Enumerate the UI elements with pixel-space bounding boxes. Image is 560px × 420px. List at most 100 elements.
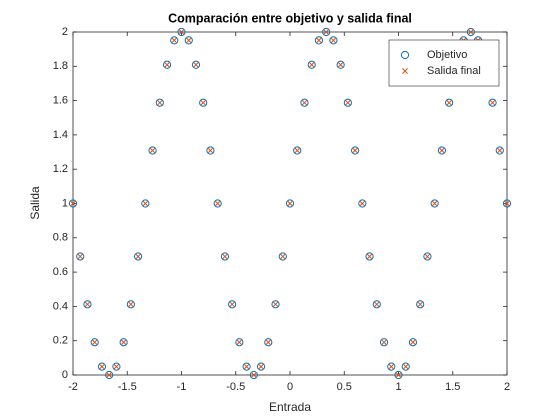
point bbox=[199, 98, 208, 107]
point bbox=[387, 362, 396, 371]
y-tick-label: 1.2 bbox=[53, 163, 68, 175]
point bbox=[126, 300, 135, 309]
point bbox=[142, 200, 149, 207]
point bbox=[372, 300, 381, 309]
point bbox=[285, 199, 295, 208]
y-tick-label: 0.8 bbox=[53, 232, 68, 244]
point bbox=[366, 253, 373, 260]
point bbox=[417, 301, 424, 308]
x-tick-label: -1 bbox=[177, 381, 187, 393]
y-tick-label: 0 bbox=[62, 369, 68, 381]
chart-title: Comparación entre objetivo y salida fina… bbox=[168, 11, 412, 25]
point bbox=[294, 147, 301, 154]
point bbox=[379, 338, 389, 347]
point bbox=[249, 370, 258, 380]
point bbox=[171, 37, 178, 44]
point bbox=[228, 300, 237, 309]
point bbox=[307, 60, 316, 69]
point bbox=[162, 60, 172, 69]
legend-marker bbox=[402, 68, 408, 74]
point bbox=[149, 147, 156, 154]
point bbox=[395, 372, 402, 378]
point bbox=[256, 362, 266, 371]
point bbox=[394, 370, 403, 380]
x-tick-label: 0 bbox=[287, 381, 293, 393]
point bbox=[127, 301, 134, 308]
point bbox=[207, 147, 214, 154]
point bbox=[301, 99, 308, 106]
point bbox=[504, 200, 510, 207]
point bbox=[351, 146, 360, 155]
legend-label: Objetivo bbox=[427, 49, 467, 61]
point bbox=[135, 253, 142, 260]
point bbox=[113, 363, 120, 370]
point bbox=[343, 98, 352, 107]
point bbox=[97, 362, 107, 371]
x-tick-label: 2 bbox=[504, 381, 510, 393]
point bbox=[242, 362, 251, 371]
point bbox=[91, 339, 98, 346]
y-tick-label: 0.6 bbox=[53, 266, 68, 278]
point bbox=[365, 252, 374, 261]
point bbox=[68, 199, 78, 208]
point bbox=[141, 199, 150, 208]
x-tick-label: -0.5 bbox=[226, 381, 245, 393]
point bbox=[220, 252, 229, 261]
y-tick-label: 1.8 bbox=[53, 60, 68, 72]
point bbox=[495, 146, 504, 155]
point bbox=[206, 146, 215, 155]
point bbox=[200, 99, 207, 106]
legend-label: Salida final bbox=[427, 65, 481, 77]
point bbox=[381, 339, 387, 346]
x-tick-label: -2 bbox=[68, 381, 78, 393]
point bbox=[445, 98, 454, 107]
point bbox=[76, 252, 85, 261]
point bbox=[250, 372, 257, 378]
point bbox=[358, 199, 367, 208]
point bbox=[388, 363, 395, 370]
point bbox=[235, 338, 244, 347]
point bbox=[431, 200, 438, 207]
point bbox=[134, 252, 143, 261]
point bbox=[401, 362, 410, 371]
point bbox=[271, 300, 280, 309]
point bbox=[236, 339, 243, 346]
point bbox=[178, 29, 185, 35]
point bbox=[70, 200, 76, 207]
point bbox=[90, 338, 99, 347]
point bbox=[214, 200, 221, 207]
y-axis-label: Salida bbox=[28, 186, 42, 220]
point bbox=[424, 253, 431, 260]
y-tick-label: 1.4 bbox=[53, 129, 68, 141]
point bbox=[344, 99, 351, 106]
x-tick-label: 1 bbox=[395, 381, 401, 393]
point bbox=[185, 37, 192, 44]
point bbox=[272, 301, 279, 308]
point bbox=[438, 147, 445, 154]
point bbox=[430, 199, 439, 208]
point bbox=[83, 300, 92, 309]
point bbox=[264, 338, 273, 347]
point bbox=[265, 339, 272, 346]
point bbox=[243, 363, 250, 370]
point bbox=[359, 200, 366, 207]
y-tick-label: 2 bbox=[62, 26, 68, 38]
point bbox=[322, 27, 331, 37]
point bbox=[184, 36, 193, 45]
point bbox=[287, 200, 293, 207]
point bbox=[300, 98, 309, 107]
point bbox=[466, 27, 475, 37]
legend-marker bbox=[400, 50, 410, 60]
point bbox=[323, 29, 330, 35]
point bbox=[352, 147, 359, 154]
point bbox=[98, 363, 105, 370]
point bbox=[416, 300, 425, 309]
point bbox=[502, 199, 512, 208]
point bbox=[213, 199, 222, 208]
point bbox=[156, 99, 163, 106]
point bbox=[329, 36, 338, 45]
point bbox=[106, 372, 113, 378]
point bbox=[315, 37, 322, 44]
y-tick-label: 1.6 bbox=[53, 95, 68, 107]
